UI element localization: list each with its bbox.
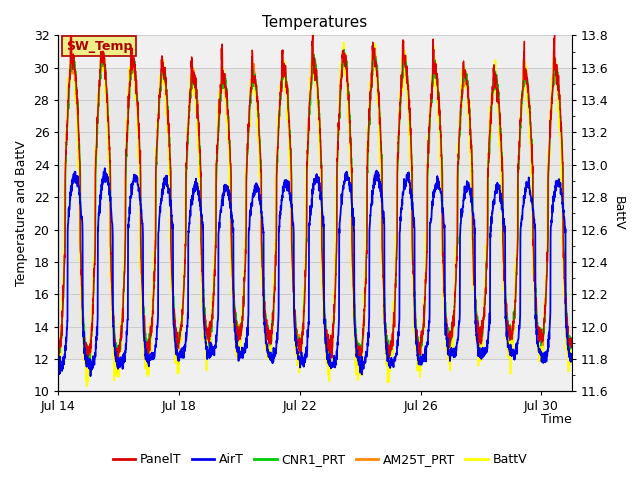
Y-axis label: Temperature and BattV: Temperature and BattV — [15, 141, 28, 286]
Y-axis label: BattV: BattV — [612, 196, 625, 231]
Legend: PanelT, AirT, CNR1_PRT, AM25T_PRT, BattV: PanelT, AirT, CNR1_PRT, AM25T_PRT, BattV — [108, 448, 532, 471]
Text: SW_Temp: SW_Temp — [66, 39, 132, 53]
Title: Temperatures: Temperatures — [262, 15, 367, 30]
Bar — [58, 68, 572, 359]
X-axis label: Time: Time — [541, 413, 572, 426]
